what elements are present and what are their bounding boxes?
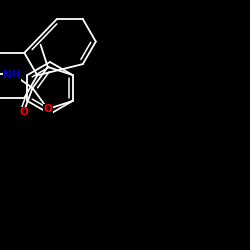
Text: O: O [44, 104, 52, 114]
Text: NH: NH [4, 70, 21, 80]
Text: O: O [19, 108, 28, 118]
